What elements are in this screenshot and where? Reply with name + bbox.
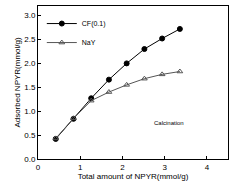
svg-text:0.0: 0.0 (24, 155, 36, 164)
svg-text:2.5: 2.5 (24, 35, 36, 44)
svg-text:CF(0.1): CF(0.1) (82, 20, 106, 28)
svg-text:2: 2 (120, 163, 125, 172)
svg-text:1: 1 (78, 163, 83, 172)
svg-text:3: 3 (162, 163, 167, 172)
svg-text:Adsorbed NPYR(mmol/g): Adsorbed NPYR(mmol/g) (13, 37, 22, 128)
svg-text:4: 4 (205, 163, 210, 172)
svg-text:Total amount of NPYR(mmol/g): Total amount of NPYR(mmol/g) (78, 172, 189, 181)
svg-text:2.0: 2.0 (24, 59, 36, 68)
svg-text:1.5: 1.5 (24, 83, 36, 92)
svg-text:1.0: 1.0 (24, 107, 36, 116)
svg-text:NaY: NaY (82, 39, 96, 46)
svg-text:Calcination: Calcination (154, 120, 184, 126)
svg-text:3.0: 3.0 (24, 11, 36, 20)
svg-text:0.5: 0.5 (24, 131, 36, 140)
svg-text:0: 0 (36, 163, 41, 172)
